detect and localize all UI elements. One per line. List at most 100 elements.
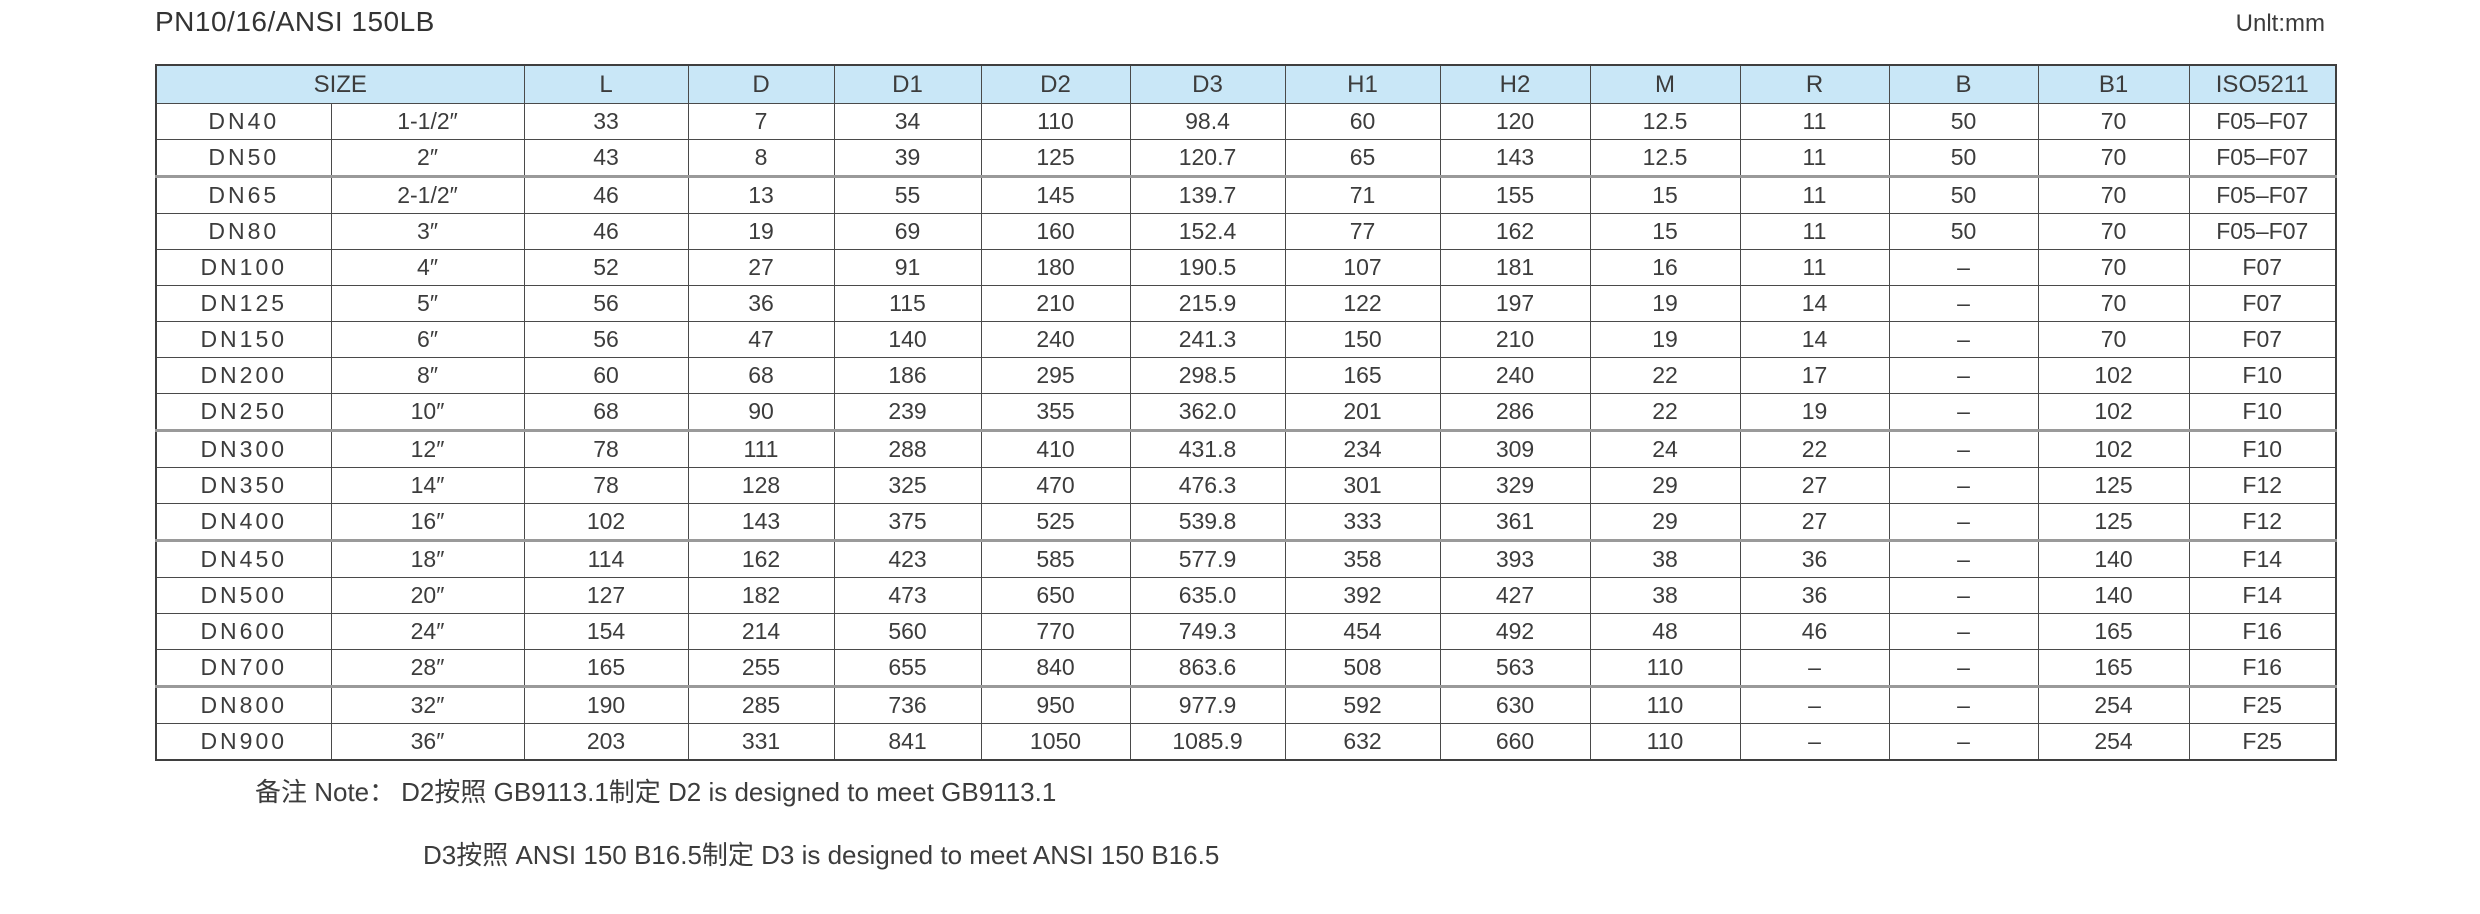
table-row: DN300 12″ 78 111 288 410 431.8 234 309 24 22–102 F1…	[155, 430, 2337, 468]
value-cell-d2: 770	[980, 613, 1131, 650]
value-cell-d1: 69	[833, 213, 982, 250]
value-cell-d3: 215.9	[1129, 285, 1286, 322]
value-cell-d2: 470	[980, 467, 1131, 504]
size-dn-cell: DN65	[155, 176, 332, 214]
size-inch-cell: 12″	[330, 430, 525, 468]
value-cell-m: 15	[1589, 176, 1741, 214]
value-cell-h1: 454	[1284, 613, 1441, 650]
value-cell-d: 162	[687, 540, 835, 578]
value-cell-h1: 632	[1284, 723, 1441, 761]
value-cell-h1: 201	[1284, 393, 1441, 432]
value-cell-d2: 145	[980, 176, 1131, 214]
size-inch-cell: 5″	[330, 285, 525, 322]
table-row: DN700 28″ 165 255 655 840 863.6 508 563 110– –165 F…	[155, 649, 2337, 688]
value-cell-iso5211: F07	[2188, 249, 2337, 286]
value-cell-d3: 1085.9	[1129, 723, 1286, 761]
value-cell-h2: 393	[1439, 540, 1591, 578]
column-header-d2: D2	[980, 64, 1131, 104]
value-cell-iso5211: F07	[2188, 285, 2337, 322]
value-cell-l: 190	[523, 686, 689, 724]
value-cell-m: 12.5	[1589, 103, 1741, 140]
size-inch-cell: 2″	[330, 139, 525, 178]
value-cell-l: 60	[523, 357, 689, 394]
value-cell-h2: 155	[1439, 176, 1591, 214]
size-inch-cell: 2-1/2″	[330, 176, 525, 214]
size-inch-cell: 24″	[330, 613, 525, 650]
value-cell-d: 27	[687, 249, 835, 286]
value-cell-d3: 635.0	[1129, 577, 1286, 614]
value-cell-d2: 295	[980, 357, 1131, 394]
table-body: DN40 1-1/2″ 33 7 34 110 98.4 60 120 12.5 11 50 70 F05…	[155, 103, 2337, 761]
value-cell-r: –	[1739, 723, 1890, 761]
value-cell-d3: 431.8	[1129, 430, 1286, 468]
value-cell-iso5211: F05–F07	[2188, 213, 2337, 250]
value-cell-l: 68	[523, 393, 689, 432]
size-dn-cell: DN40	[155, 103, 332, 140]
size-dn-cell: DN125	[155, 285, 332, 322]
value-cell-d: 7	[687, 103, 835, 140]
value-cell-r: 36	[1739, 577, 1890, 614]
table-row: DN150 6″ 56 47 140 240 241.3 150 210 19 14–70 F07	[155, 321, 2337, 358]
value-cell-d3: 139.7	[1129, 176, 1286, 214]
value-cell-b: –	[1888, 577, 2039, 614]
page-title: PN10/16/ANSI 150LB	[155, 6, 435, 37]
value-cell-d2: 1050	[980, 723, 1131, 761]
size-inch-cell: 4″	[330, 249, 525, 286]
size-inch-cell: 8″	[330, 357, 525, 394]
value-cell-b1: 254	[2037, 723, 2190, 761]
value-cell-b: –	[1888, 723, 2039, 761]
value-cell-b1: 70	[2037, 321, 2190, 358]
value-cell-m: 38	[1589, 540, 1741, 578]
value-cell-iso5211: F10	[2188, 393, 2337, 432]
value-cell-b: 50	[1888, 213, 2039, 250]
value-cell-b: –	[1888, 540, 2039, 578]
value-cell-iso5211: F05–F07	[2188, 176, 2337, 214]
table-row: DN250 10″ 68 90 239 355 362.0 201 286 22 19–102 F10	[155, 393, 2337, 432]
value-cell-d2: 160	[980, 213, 1131, 250]
value-cell-m: 110	[1589, 723, 1741, 761]
value-cell-b1: 70	[2037, 213, 2190, 250]
value-cell-b1: 70	[2037, 285, 2190, 322]
table-header-row: SIZE L D D1 D2 D3 H1 H2 M R B B1 ISO5211	[155, 64, 2337, 104]
value-cell-d1: 375	[833, 503, 982, 542]
value-cell-m: 29	[1589, 467, 1741, 504]
value-cell-iso5211: F10	[2188, 357, 2337, 394]
value-cell-b: –	[1888, 613, 2039, 650]
value-cell-r: 36	[1739, 540, 1890, 578]
value-cell-d3: 98.4	[1129, 103, 1286, 140]
value-cell-m: 19	[1589, 321, 1741, 358]
table-row: DN100 4″ 52 27 91 180 190.5 107 181 16 11–70 F07	[155, 249, 2337, 286]
value-cell-d3: 749.3	[1129, 613, 1286, 650]
value-cell-l: 78	[523, 467, 689, 504]
value-cell-d2: 210	[980, 285, 1131, 322]
table-row: DN400 16″ 102 143 375 525 539.8 333 361 29 27–125 F…	[155, 503, 2337, 542]
value-cell-iso5211: F16	[2188, 613, 2337, 650]
size-dn-cell: DN700	[155, 649, 332, 688]
size-dn-cell: DN300	[155, 430, 332, 468]
value-cell-h1: 234	[1284, 430, 1441, 468]
table-row: DN50 2″ 43 8 39 125 120.7 65 143 12.5 11 50 70 F05–F0…	[155, 139, 2337, 178]
value-cell-r: 11	[1739, 249, 1890, 286]
value-cell-d: 128	[687, 467, 835, 504]
value-cell-d: 182	[687, 577, 835, 614]
value-cell-l: 52	[523, 249, 689, 286]
value-cell-iso5211: F25	[2188, 686, 2337, 724]
value-cell-m: 15	[1589, 213, 1741, 250]
value-cell-m: 22	[1589, 393, 1741, 432]
value-cell-h2: 563	[1439, 649, 1591, 688]
value-cell-l: 165	[523, 649, 689, 688]
value-cell-h1: 107	[1284, 249, 1441, 286]
value-cell-h2: 427	[1439, 577, 1591, 614]
size-inch-cell: 14″	[330, 467, 525, 504]
value-cell-m: 19	[1589, 285, 1741, 322]
value-cell-iso5211: F07	[2188, 321, 2337, 358]
value-cell-h2: 162	[1439, 213, 1591, 250]
value-cell-d3: 977.9	[1129, 686, 1286, 724]
size-inch-cell: 32″	[330, 686, 525, 724]
value-cell-r: 14	[1739, 321, 1890, 358]
value-cell-d1: 186	[833, 357, 982, 394]
value-cell-d: 331	[687, 723, 835, 761]
value-cell-r: 11	[1739, 103, 1890, 140]
value-cell-r: 46	[1739, 613, 1890, 650]
